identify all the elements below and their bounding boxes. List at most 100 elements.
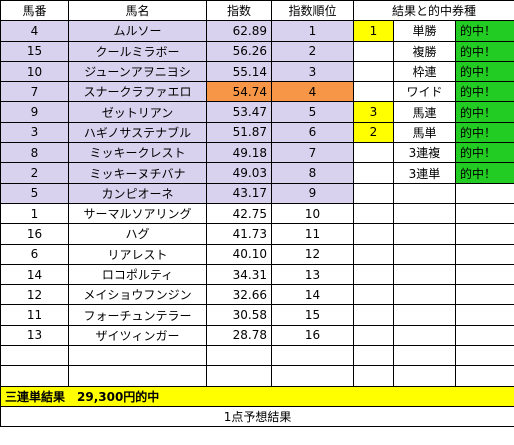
hit-cell: 的中！ [454, 20, 514, 42]
bet-type-cell: 3連単 [393, 162, 456, 184]
trifecta-result-banner: 三連単結果 29,300円的中 [0, 385, 514, 407]
bet-type-cell [393, 202, 456, 225]
index-rank-cell: 13 [271, 263, 354, 286]
hit-cell: 的中！ [454, 142, 514, 164]
table-row: 1 サーマルソアリング 42.75 10 [0, 202, 514, 225]
index-rank-cell: 12 [271, 243, 354, 265]
table-row: 14 ロコポルティ 34.31 13 [0, 263, 514, 286]
index-rank-cell: 9 [271, 182, 354, 204]
header-index-rank: 指数順位 [271, 0, 354, 22]
finish-position-cell [353, 324, 394, 347]
horse-name-cell: フォーチュンテラー [68, 304, 207, 326]
horse-number-cell: 7 [0, 81, 69, 103]
index-cell: 34.31 [206, 263, 272, 286]
index-rank-cell: 11 [271, 223, 354, 245]
finish-position-cell [353, 182, 394, 204]
table-body: 4 ムルソー 62.89 1 1 単勝 的中！ 15 クールミラボー 56.26 2 複勝 的中！ 10 ジ… [0, 20, 514, 347]
finish-position-cell: 1 [353, 20, 394, 42]
index-cell: 42.75 [206, 202, 272, 225]
index-rank-cell: 6 [271, 121, 354, 144]
index-cell: 41.73 [206, 223, 272, 245]
hit-cell [454, 324, 514, 347]
horse-number-cell: 8 [0, 142, 69, 164]
horse-name-cell: ハグ [68, 223, 207, 245]
table-cell [353, 365, 394, 387]
finish-position-cell [353, 142, 394, 164]
index-rank-cell: 4 [271, 81, 354, 103]
horse-number-cell: 1 [0, 202, 69, 225]
index-cell: 51.87 [206, 121, 272, 144]
index-rank-cell: 16 [271, 324, 354, 347]
horse-number-cell: 10 [0, 60, 69, 83]
finish-position-cell [353, 162, 394, 184]
horse-number-cell: 12 [0, 284, 69, 306]
finish-position-cell [353, 243, 394, 265]
horse-number-cell: 13 [0, 324, 69, 347]
index-cell: 56.26 [206, 40, 272, 62]
index-cell: 40.10 [206, 243, 272, 265]
table-cell [0, 345, 69, 367]
finish-position-cell [353, 263, 394, 286]
table-row: 9 ゼットリアン 53.47 5 3 馬連 的中！ [0, 101, 514, 123]
finish-position-cell: 2 [353, 121, 394, 144]
header-index: 指数 [206, 0, 272, 22]
table-cell [393, 345, 456, 367]
table-cell [206, 365, 272, 387]
index-cell: 49.03 [206, 162, 272, 184]
hit-cell [454, 202, 514, 225]
table-row: 3 ハギノサステナブル 51.87 6 2 馬単 的中！ [0, 121, 514, 144]
finish-position-cell [353, 40, 394, 62]
one-point-prediction-label: 1点予想結果 [0, 405, 514, 428]
horse-name-cell: ゼットリアン [68, 101, 207, 123]
horse-number-cell: 14 [0, 263, 69, 286]
table-row: 15 クールミラボー 56.26 2 複勝 的中！ [0, 40, 514, 62]
hit-cell: 的中！ [454, 40, 514, 62]
horse-name-cell: サーマルソアリング [68, 202, 207, 225]
bet-type-cell: 3連複 [393, 142, 456, 164]
header-row: 馬番 馬名 指数 指数順位 結果と的中券種 [0, 0, 514, 22]
bet-type-cell [393, 182, 456, 204]
horse-name-cell: スナークラファエロ [68, 81, 207, 103]
finish-position-cell: 3 [353, 101, 394, 123]
bet-type-cell [393, 324, 456, 347]
table-cell [271, 345, 354, 367]
index-cell: 62.89 [206, 20, 272, 42]
bet-type-cell: 枠連 [393, 60, 456, 83]
hit-cell [454, 304, 514, 326]
table-cell [393, 365, 456, 387]
horse-number-cell: 3 [0, 121, 69, 144]
results-table: 馬番 馬名 指数 指数順位 結果と的中券種 4 ムルソー 62.89 1 1 単勝 的中！ 1… [0, 0, 514, 428]
trifecta-result-row: 三連単結果 29,300円的中 [0, 385, 514, 407]
horse-name-cell: ザイツィンガー [68, 324, 207, 347]
table-cell [0, 365, 69, 387]
finish-position-cell [353, 223, 394, 245]
hit-cell [454, 182, 514, 204]
index-rank-cell: 8 [271, 162, 354, 184]
header-result-and-bet-types: 結果と的中券種 [352, 0, 514, 22]
bet-type-cell [393, 243, 456, 265]
horse-number-cell: 4 [0, 20, 69, 42]
spacer-row [0, 365, 514, 387]
table-row: 10 ジューンアヲニヨシ 55.14 3 枠連 的中！ [0, 60, 514, 83]
bet-type-cell: ワイド [393, 81, 456, 103]
index-rank-cell: 2 [271, 40, 354, 62]
finish-position-cell [353, 284, 394, 306]
index-cell: 54.74 [206, 81, 272, 103]
footer-row: 1点予想結果 [0, 405, 514, 428]
spacer-row [0, 345, 514, 367]
table-cell [454, 365, 514, 387]
horse-number-cell: 15 [0, 40, 69, 62]
bet-type-cell: 複勝 [393, 40, 456, 62]
bet-type-cell [393, 223, 456, 245]
table-cell [206, 345, 272, 367]
index-cell: 28.78 [206, 324, 272, 347]
bet-type-cell: 馬単 [393, 121, 456, 144]
finish-position-cell [353, 202, 394, 225]
horse-name-cell: ロコポルティ [68, 263, 207, 286]
table-row: 2 ミッキーヌチバナ 49.03 8 3連単 的中！ [0, 162, 514, 184]
hit-cell [454, 223, 514, 245]
bet-type-cell [393, 284, 456, 306]
table-row: 4 ムルソー 62.89 1 1 単勝 的中！ [0, 20, 514, 42]
table-row: 6 リアレスト 40.10 12 [0, 243, 514, 265]
horse-name-cell: ムルソー [68, 20, 207, 42]
